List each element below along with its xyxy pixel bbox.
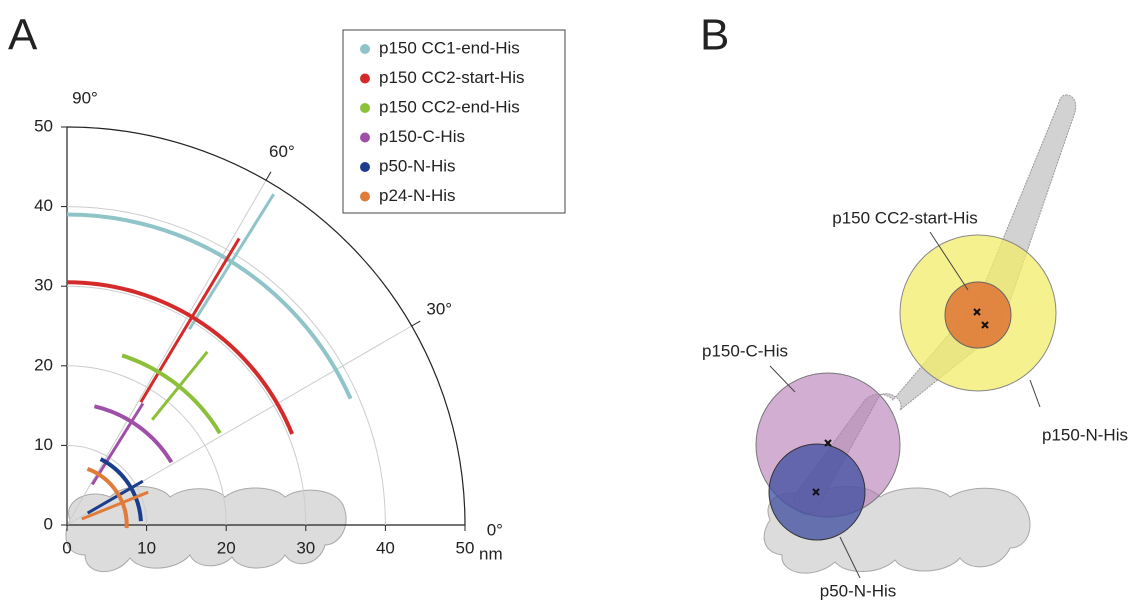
legend-label: p50-N-His xyxy=(379,156,456,175)
leader-lines xyxy=(769,231,1041,579)
legend-swatch xyxy=(360,73,370,84)
diagram: p150 CC2-start-His p150-C-His p150-N-His… xyxy=(702,94,1128,600)
legend-swatch xyxy=(360,103,370,113)
radial-segment xyxy=(81,490,149,521)
angle-label: 60° xyxy=(269,142,295,161)
arc xyxy=(66,212,353,400)
x-tick-label: 40 xyxy=(376,538,395,557)
radial-segment xyxy=(139,237,241,403)
legend-swatch xyxy=(360,132,370,143)
grid-ring xyxy=(66,206,386,526)
centroid-markers xyxy=(812,308,989,496)
arc xyxy=(121,353,222,435)
y-tick-label: 30 xyxy=(34,276,53,295)
radial-segment xyxy=(86,479,144,515)
legend-label: p150 CC2-end-His xyxy=(379,97,520,116)
radial-segment xyxy=(91,402,145,486)
outer-ring xyxy=(66,126,466,526)
y-tick-label: 10 xyxy=(34,435,53,454)
angle-label: 0° xyxy=(487,520,503,539)
panel-label: A xyxy=(8,11,38,60)
unit-label: nm xyxy=(479,544,503,563)
grid-ring xyxy=(66,444,148,526)
y-tick-label: 20 xyxy=(34,355,53,374)
legend-label: p150-C-His xyxy=(379,127,465,146)
x-tick-label: 0 xyxy=(62,538,71,557)
cc2-start-circle xyxy=(944,281,1012,349)
legend-label: p150 CC2-start-His xyxy=(379,68,525,87)
arc xyxy=(86,467,129,529)
angle-label: 90° xyxy=(72,88,98,107)
x-tick-label: 20 xyxy=(217,538,236,557)
angle-tick xyxy=(265,171,272,181)
angle-tick xyxy=(411,320,421,327)
legend-label: p150 CC1-end-His xyxy=(379,38,520,57)
arc xyxy=(66,280,294,435)
x-tick-label: 30 xyxy=(296,538,315,557)
x-tick-label: 10 xyxy=(137,538,156,557)
diagram-label: p150 CC2-start-His xyxy=(832,208,978,227)
grid-ring xyxy=(66,365,227,526)
y-tick-label: 40 xyxy=(34,196,53,215)
diagram-label: p50-N-His xyxy=(820,581,897,600)
y-tick-label: 0 xyxy=(44,514,53,533)
legend-label: p24-N-His xyxy=(379,186,456,205)
diagram-label: p150-C-His xyxy=(702,341,788,360)
legend-swatch xyxy=(360,44,370,54)
arc xyxy=(99,457,143,522)
radial-segment xyxy=(188,193,275,331)
radial-segment xyxy=(150,350,209,421)
grid-ring xyxy=(66,285,307,526)
grid-line xyxy=(66,180,267,526)
y-tick-label: 50 xyxy=(34,116,53,135)
arc xyxy=(93,404,174,464)
legend-swatch xyxy=(360,162,370,172)
legend-swatch xyxy=(360,191,370,202)
panel-label: B xyxy=(700,11,729,60)
diagram-label: p150-N-His xyxy=(1042,425,1128,444)
x-tick-label: 50 xyxy=(456,538,475,557)
complex-shape xyxy=(65,486,347,573)
legend-box xyxy=(342,29,566,214)
angle-label: 30° xyxy=(426,300,452,319)
